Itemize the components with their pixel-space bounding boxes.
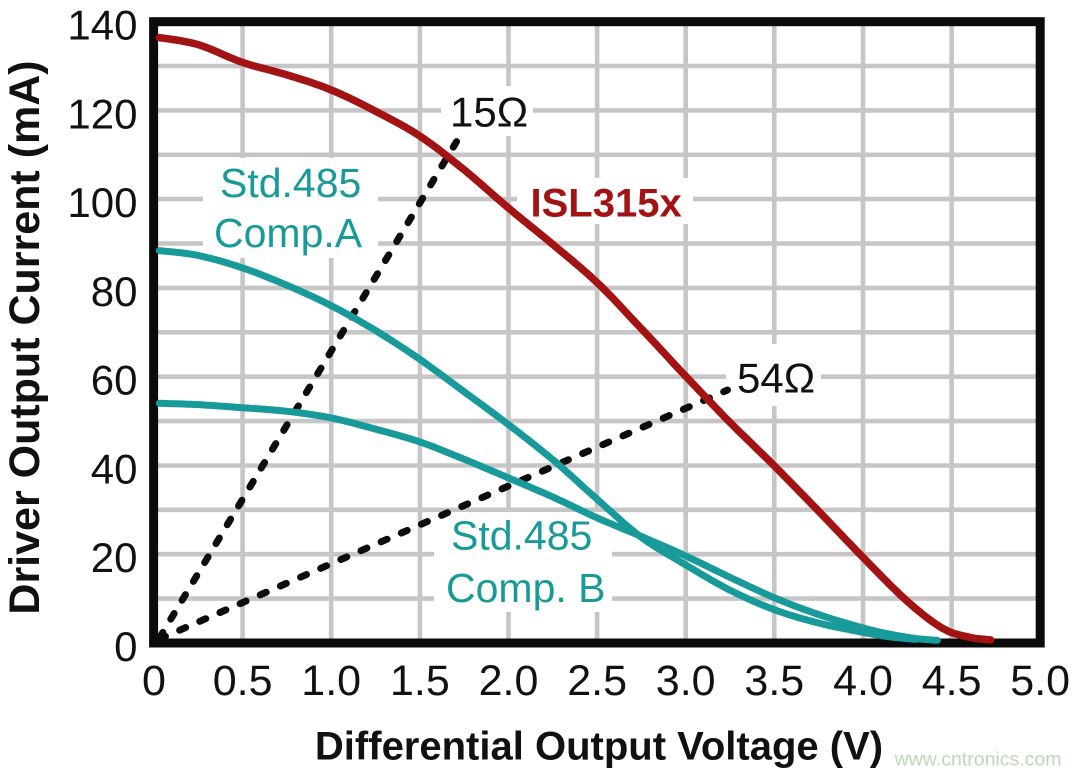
svg-text:15Ω: 15Ω [450,89,528,136]
svg-text:4.5: 4.5 [922,657,982,705]
svg-text:0.5: 0.5 [213,657,273,705]
svg-text:Std.485: Std.485 [220,160,361,206]
svg-text:Std.485: Std.485 [451,512,592,558]
svg-text:1.5: 1.5 [390,657,450,705]
svg-text:ISL315x: ISL315x [531,182,682,226]
svg-text:60: 60 [91,357,138,404]
svg-text:Comp.A: Comp.A [214,210,363,256]
svg-text:www.cntronics.com: www.cntronics.com [894,749,1062,771]
svg-text:20: 20 [91,534,138,581]
svg-text:2.5: 2.5 [567,657,627,705]
svg-text:80: 80 [91,268,138,315]
svg-text:3.5: 3.5 [744,657,804,705]
svg-text:54Ω: 54Ω [737,355,815,402]
svg-text:Driver Output Current (mA): Driver Output Current (mA) [1,60,49,614]
svg-text:1.0: 1.0 [301,657,361,705]
svg-text:40: 40 [91,446,138,493]
svg-text:100: 100 [67,179,137,226]
svg-text:3.0: 3.0 [656,657,716,705]
svg-text:140: 140 [67,2,137,49]
svg-text:120: 120 [67,90,137,137]
svg-text:0: 0 [142,657,166,705]
svg-text:Differential Output Voltage (V: Differential Output Voltage (V) [315,725,883,769]
svg-text:2.0: 2.0 [479,657,539,705]
svg-text:0: 0 [114,623,137,670]
svg-text:5.0: 5.0 [1010,657,1070,705]
svg-text:Comp. B: Comp. B [446,565,606,611]
svg-text:4.0: 4.0 [833,657,893,705]
